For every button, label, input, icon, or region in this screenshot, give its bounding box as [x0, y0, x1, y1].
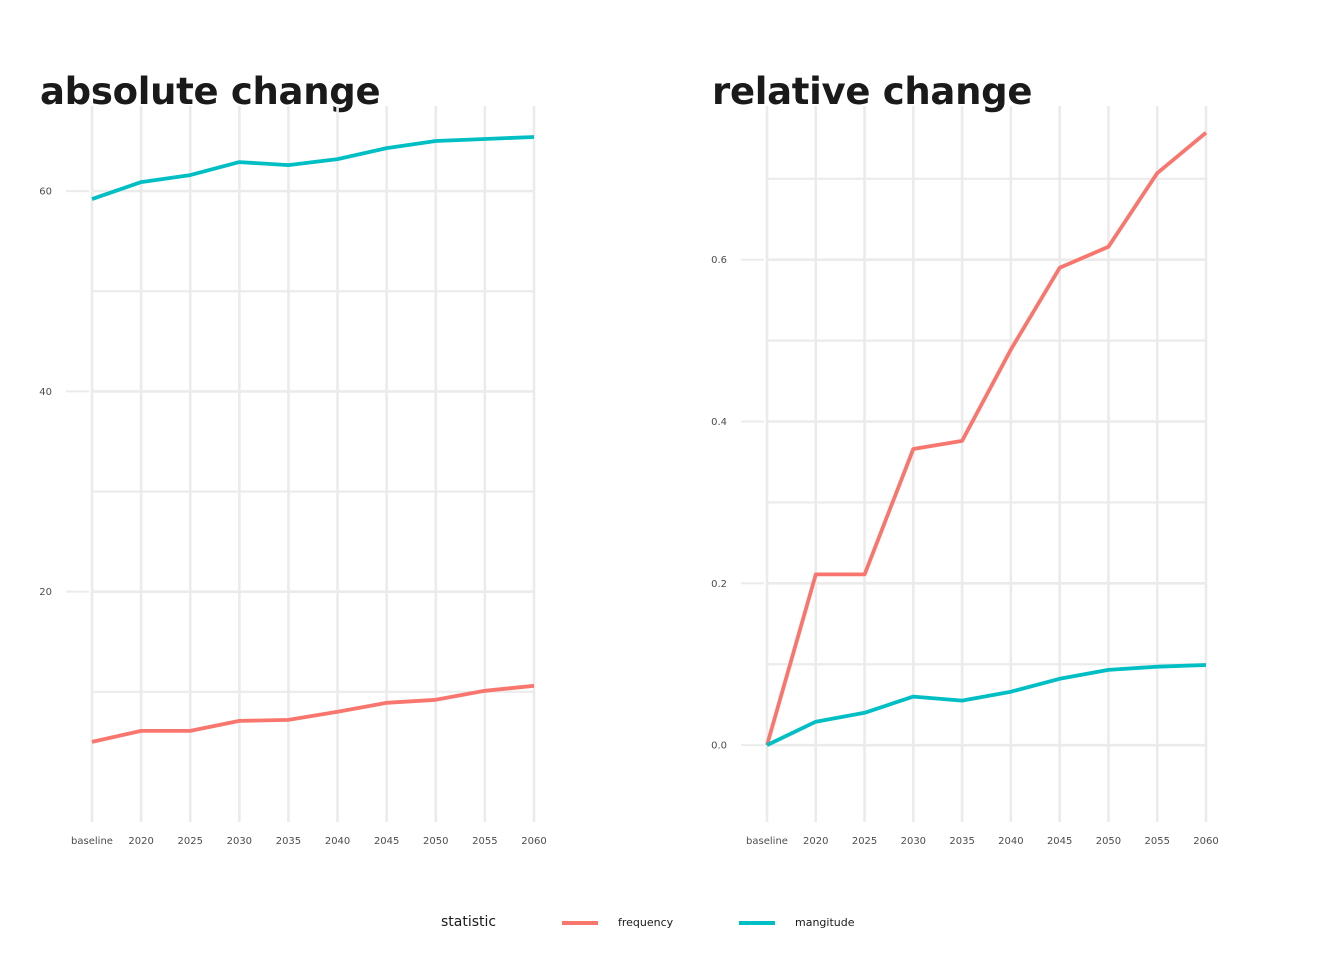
y-tick-label: 0.2 — [711, 579, 727, 590]
series-line-magnitude — [91, 135, 535, 201]
x-tick-label: 2050 — [423, 836, 448, 847]
x-tick-label: 2045 — [1047, 836, 1072, 847]
legend-title: statistic — [441, 914, 497, 930]
right-panel-title: relative change — [712, 70, 1033, 113]
series-line-frequency — [91, 683, 535, 744]
legend-label-magnitude: mangitude — [795, 916, 855, 929]
x-tick-label: baseline — [746, 836, 788, 847]
series-line-magnitude — [766, 663, 1207, 747]
legend-key-frequency — [562, 921, 598, 925]
x-tick-label: 2040 — [325, 836, 350, 847]
legend: statistic frequency mangitude — [0, 912, 1344, 936]
x-tick-label: 2050 — [1096, 836, 1121, 847]
x-tick-label: baseline — [71, 836, 113, 847]
grid — [90, 106, 536, 822]
y-tick-label: 0.6 — [711, 255, 727, 266]
left-panel-title: absolute change — [40, 70, 381, 113]
y-tick-label: 40 — [39, 387, 52, 398]
x-tick-label: 2020 — [803, 836, 828, 847]
grid — [765, 106, 1208, 822]
x-tick-label: 2060 — [521, 836, 546, 847]
x-tick-label: 2055 — [472, 836, 497, 847]
x-tick-label: 2035 — [276, 836, 301, 847]
legend-key-magnitude — [739, 921, 775, 925]
y-tick-label: 0.4 — [711, 417, 727, 428]
series-line-frequency — [765, 131, 1208, 746]
x-tick-label: 2035 — [949, 836, 974, 847]
legend-label-frequency: frequency — [618, 916, 674, 929]
x-tick-label: 2020 — [128, 836, 153, 847]
y-tick-label: 0.0 — [711, 741, 727, 752]
x-tick-label: 2060 — [1193, 836, 1218, 847]
y-tick-label: 60 — [39, 187, 52, 198]
x-tick-label: 2030 — [901, 836, 926, 847]
x-tick-label: 2055 — [1144, 836, 1169, 847]
x-tick-label: 2025 — [177, 836, 202, 847]
x-tick-label: 2025 — [852, 836, 877, 847]
y-tick-label: 20 — [39, 587, 52, 598]
x-tick-label: 2045 — [374, 836, 399, 847]
x-tick-label: 2040 — [998, 836, 1023, 847]
x-tick-label: 2030 — [227, 836, 252, 847]
